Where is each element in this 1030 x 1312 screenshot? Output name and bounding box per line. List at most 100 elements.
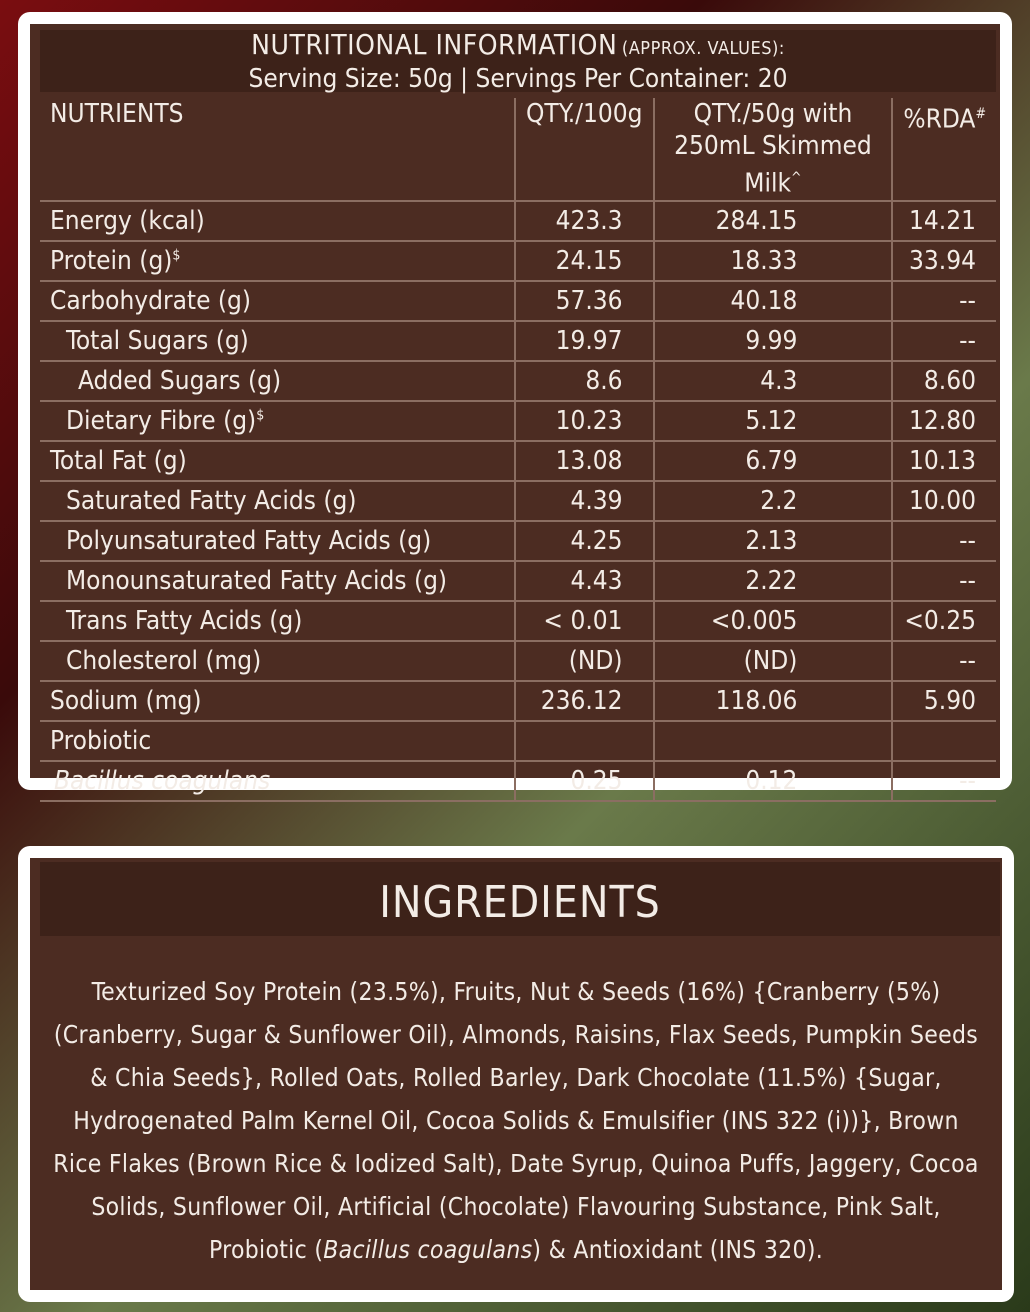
ingredients-inner: INGREDIENTS Texturized Soy Protein (23.5…: [30, 858, 1002, 1290]
subtitle: (APPROX. VALUES):: [621, 38, 785, 59]
nutrient-row: Added Sugars (g) 8.6 4.3 8.60: [40, 359, 996, 402]
value-cell: 2.22: [652, 559, 894, 602]
nutrient-row: Saturated Fatty Acids (g) 4.39 2.2 10.00: [40, 479, 996, 522]
nutrient-name-cell: Added Sugars (g): [40, 359, 516, 402]
nutrient-name-cell: Probiotic: [40, 719, 516, 762]
nutrient-name-cell: Total Sugars (g): [40, 319, 516, 362]
nutrient-row: Dietary Fibre (g)$ 10.23 5.12 12.80: [40, 399, 996, 442]
value-cell: < 0.01: [514, 599, 655, 642]
value-cell: 19.97: [514, 319, 655, 362]
nutrient-name-cell: Sodium (mg): [40, 679, 516, 722]
value-cell: 2.2: [652, 479, 894, 522]
value-cell: --: [891, 519, 996, 562]
nutrient-row: Probiotic: [40, 719, 996, 762]
nutrient-row: Protein (g)$ 24.15 18.33 33.94: [40, 239, 996, 282]
value-cell: 4.39: [514, 479, 655, 522]
nutrient-name: Dietary Fibre (g): [66, 405, 257, 436]
value-cell: 9.99: [652, 319, 894, 362]
value-cell: 0.12: [652, 759, 894, 802]
value-cell: 4.25: [514, 519, 655, 562]
value-cell: 40.18: [652, 279, 894, 322]
column-header-text: QTY./100g: [526, 99, 643, 129]
value-cell: 118.06: [652, 679, 894, 722]
ingredients-title: INGREDIENTS: [40, 862, 1000, 936]
column-header-text: QTY./50g with 250mL Skimmed Milk: [674, 99, 872, 199]
nutrient-name-cell: Dietary Fibre (g)$: [40, 399, 516, 442]
nutrient-row: Energy (kcal) 423.3 284.15 14.21: [40, 200, 996, 242]
value-cell: 8.60: [891, 359, 996, 402]
value-cell: 4.43: [514, 559, 655, 602]
title: NUTRITIONAL INFORMATION: [251, 28, 618, 61]
nutrition-header: NUTRITIONAL INFORMATION (APPROX. VALUES)…: [40, 28, 996, 94]
nutrient-name: Bacillus coagulans: [54, 765, 271, 796]
value-cell: 6.79: [652, 439, 894, 482]
nutrient-name: Trans Fatty Acids (g): [66, 605, 303, 636]
nutrient-name-cell: Trans Fatty Acids (g): [40, 599, 516, 642]
value-cell: 5.90: [891, 679, 996, 722]
value-cell: --: [891, 759, 996, 802]
value-cell: (ND): [514, 639, 655, 682]
value-cell: 0.25: [514, 759, 655, 802]
nutrient-row: Sodium (mg) 236.12 118.06 5.90: [40, 679, 996, 722]
nutrient-name: Energy (kcal): [50, 205, 205, 236]
value-cell: 236.12: [514, 679, 655, 722]
nutrient-row: Total Sugars (g) 19.97 9.99 --: [40, 319, 996, 362]
value-cell: <0.005: [652, 599, 894, 642]
value-cell: --: [891, 639, 996, 682]
value-cell: --: [891, 279, 996, 322]
value-cell: [514, 719, 655, 762]
nutrient-name: Total Sugars (g): [66, 325, 249, 356]
nutrient-name-cell: Monounsaturated Fatty Acids (g): [40, 559, 516, 602]
nutrient-name-cell: Carbohydrate (g): [40, 279, 516, 322]
nutrition-inner: NUTRITIONAL INFORMATION (APPROX. VALUES)…: [30, 24, 1000, 802]
column-header-text: NUTRIENTS: [50, 99, 184, 129]
nutrition-table: NUTRIENTS QTY./100g QTY./50g with 250mL Sk…: [40, 98, 996, 802]
nutrient-name: Carbohydrate (g): [50, 285, 252, 316]
superscript: $: [256, 407, 265, 423]
nutrient-row: Bacillus coagulans 0.25 0.12 --: [40, 759, 996, 802]
column-header: QTY./50g with 250mL Skimmed Milk^: [652, 98, 894, 202]
nutrient-row: Trans Fatty Acids (g) < 0.01 <0.005 <0.25: [40, 599, 996, 642]
nutrient-name-cell: Total Fat (g): [40, 439, 516, 482]
ingredients-part: ) & Antioxidant (INS 320).: [532, 1235, 824, 1264]
value-cell: <0.25: [891, 599, 996, 642]
nutrient-name: Monounsaturated Fatty Acids (g): [66, 565, 448, 596]
value-cell: [891, 719, 996, 762]
value-cell: 57.36: [514, 279, 655, 322]
value-cell: (ND): [652, 639, 894, 682]
value-cell: 5.12: [652, 399, 894, 442]
header-row: NUTRIENTS QTY./100g QTY./50g with 250mL Sk…: [40, 98, 996, 202]
nutrient-name: Probiotic: [50, 725, 152, 756]
value-cell: 33.94: [891, 239, 996, 282]
column-header: NUTRIENTS: [40, 98, 516, 202]
superscript: ^: [791, 170, 802, 186]
value-cell: 12.80: [891, 399, 996, 442]
nutrient-name: Added Sugars (g): [78, 365, 282, 396]
value-cell: 13.08: [514, 439, 655, 482]
nutrient-name-cell: Energy (kcal): [40, 200, 516, 242]
nutrient-name: Polyunsaturated Fatty Acids (g): [66, 525, 432, 556]
value-cell: --: [891, 319, 996, 362]
value-cell: 423.3: [514, 200, 655, 242]
nutrient-row: Carbohydrate (g) 57.36 40.18 --: [40, 279, 996, 322]
nutrient-row: Monounsaturated Fatty Acids (g) 4.43 2.22-…: [40, 559, 996, 602]
value-cell: 8.6: [514, 359, 655, 402]
nutrient-name-cell: Saturated Fatty Acids (g): [40, 479, 516, 522]
nutrient-name: Protein (g): [50, 245, 173, 276]
ingredients-panel: INGREDIENTS Texturized Soy Protein (23.5…: [18, 846, 1014, 1302]
value-cell: 10.00: [891, 479, 996, 522]
serving-line: Serving Size: 50g | Servings Per Contain…: [248, 64, 788, 94]
value-cell: 10.13: [891, 439, 996, 482]
value-cell: [652, 719, 894, 762]
nutrient-name: Total Fat (g): [50, 445, 187, 476]
nutrient-name: Cholesterol (mg): [66, 645, 262, 676]
value-cell: 24.15: [514, 239, 655, 282]
ingredients-italic: Bacillus coagulans: [323, 1235, 533, 1264]
value-cell: --: [891, 559, 996, 602]
column-header: QTY./100g: [514, 98, 655, 202]
nutrient-name: Saturated Fatty Acids (g): [66, 485, 357, 516]
value-cell: 4.3: [652, 359, 894, 402]
value-cell: 2.13: [652, 519, 894, 562]
superscript: #: [975, 106, 986, 122]
